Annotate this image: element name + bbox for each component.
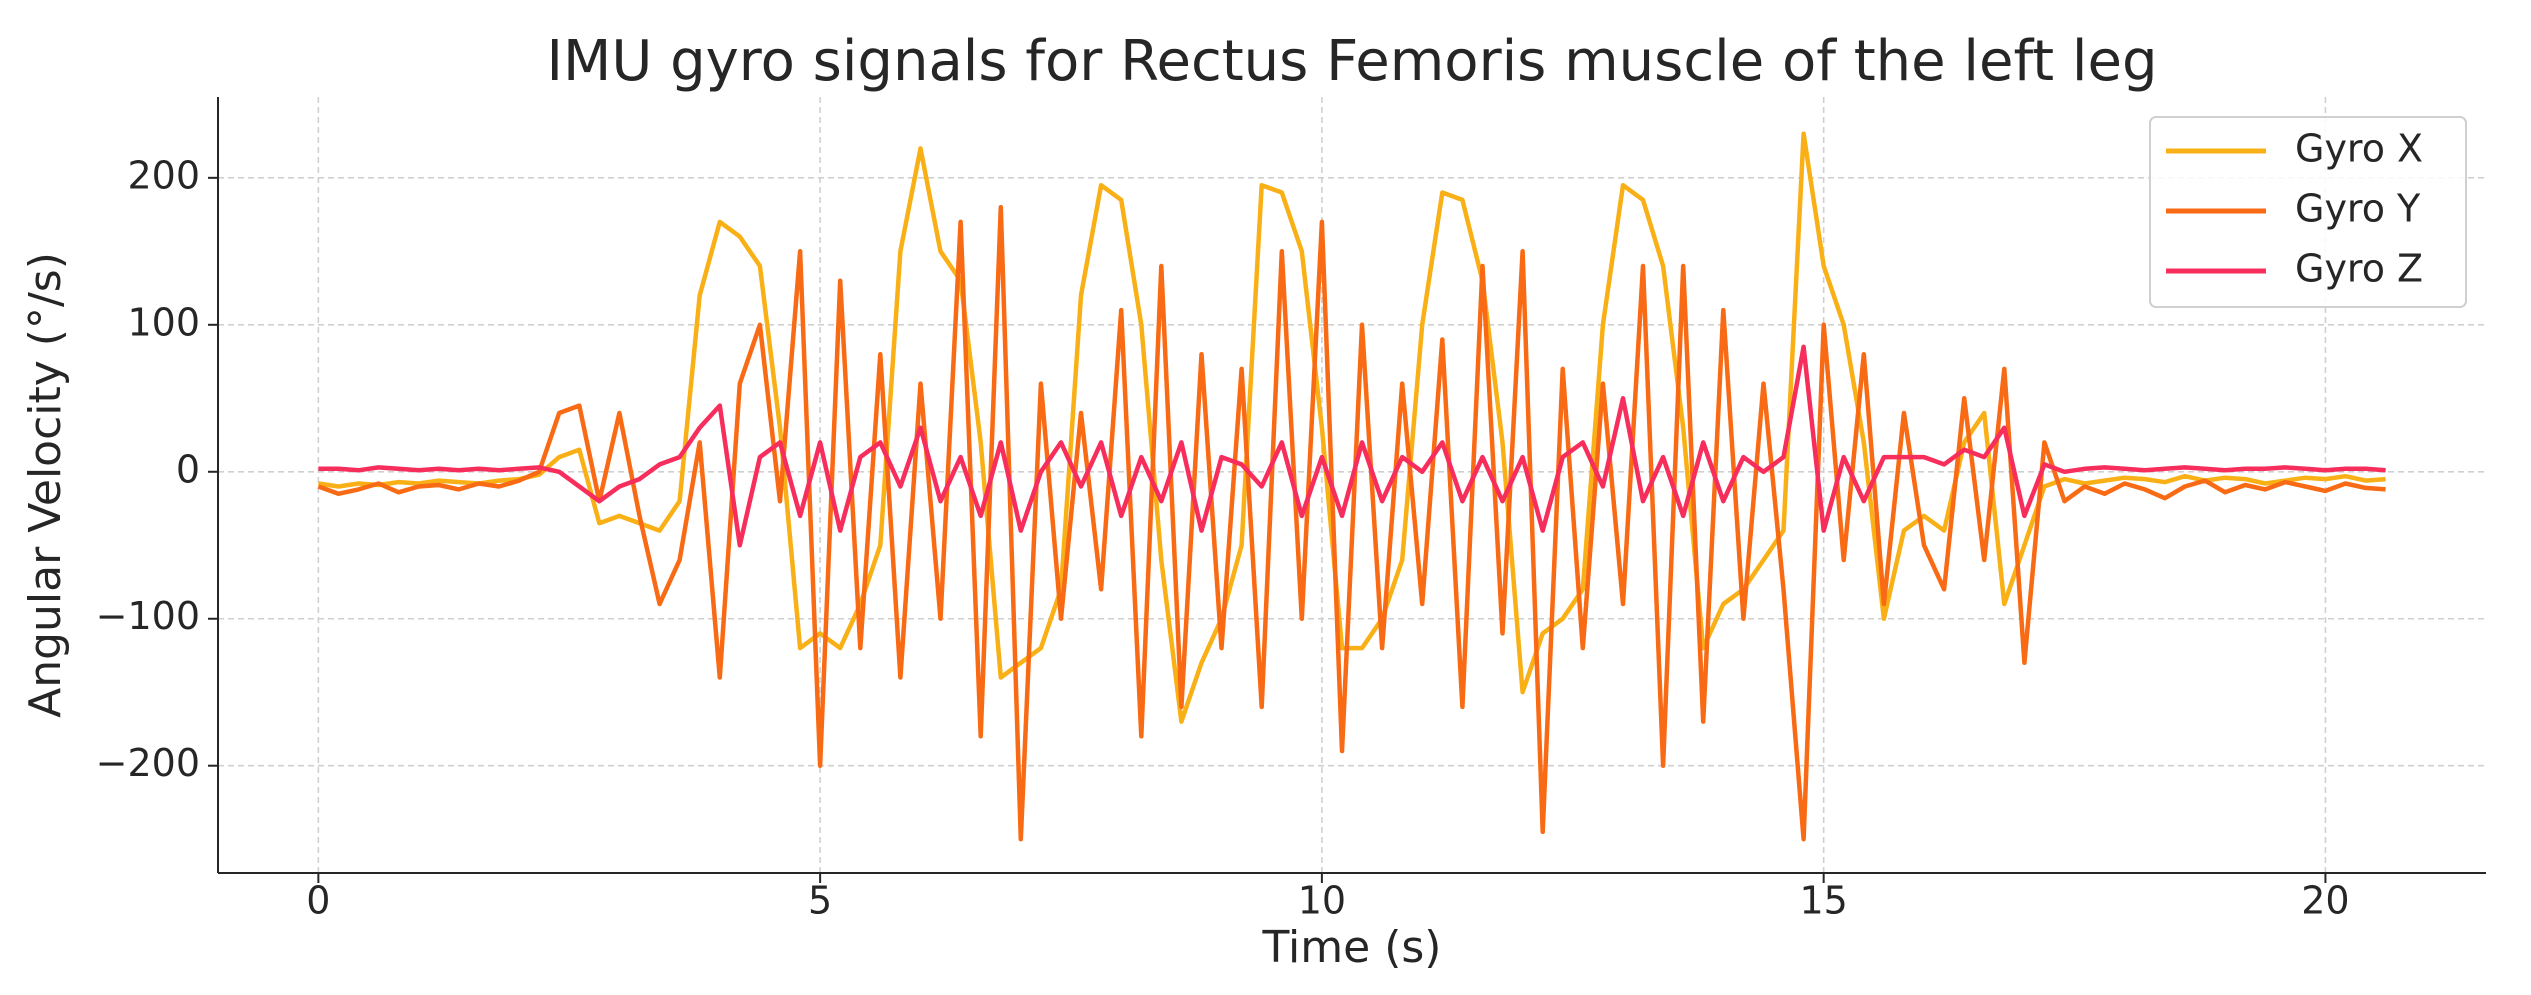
y-tick-label: −100	[96, 594, 200, 638]
legend-label: Gyro X	[2295, 127, 2423, 171]
x-tick-label: 0	[306, 879, 330, 923]
y-tick-label: 0	[176, 447, 200, 491]
x-axis-label: Time (s)	[1262, 922, 1442, 973]
x-tick-label: 20	[2301, 879, 2349, 923]
y-tick-label: 100	[127, 300, 200, 344]
y-tick-label: −200	[96, 741, 200, 785]
x-tick-label: 10	[1298, 879, 1346, 923]
y-tick-label: 200	[127, 153, 200, 197]
line-series	[318, 131, 2386, 724]
line-series	[318, 344, 2386, 548]
x-tick-label: 5	[808, 879, 832, 923]
legend-box	[2149, 116, 2467, 308]
legend-label: Gyro Z	[2295, 247, 2423, 291]
legend-label: Gyro Y	[2295, 187, 2421, 231]
chart-title: IMU gyro signals for Rectus Femoris musc…	[547, 29, 2158, 94]
y-axis-label: Angular Velocity (°/s)	[20, 252, 71, 718]
line-series	[317, 204, 2386, 842]
x-tick-label: 15	[1799, 879, 1847, 923]
